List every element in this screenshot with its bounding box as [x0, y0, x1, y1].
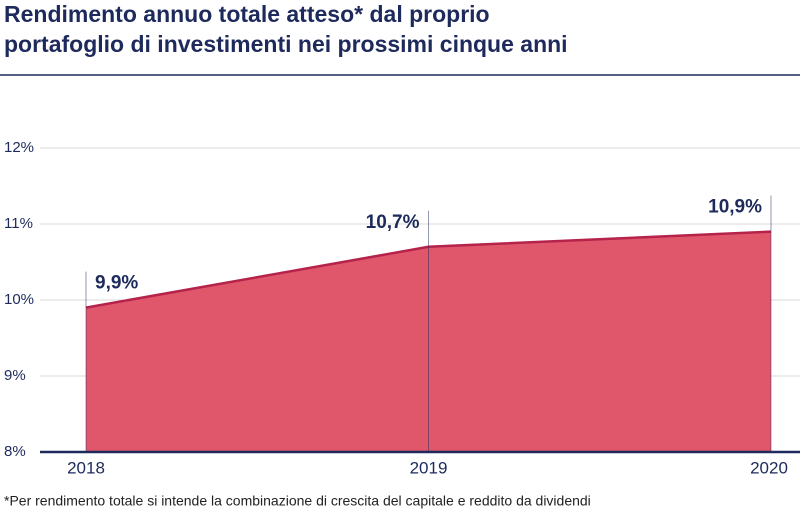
- value-label: 10,7%: [366, 212, 420, 233]
- y-tick-label: 8%: [4, 443, 26, 460]
- x-tick-label: 2019: [410, 458, 448, 477]
- y-tick-label: 11%: [4, 215, 33, 232]
- chart-title: portafoglio di investimenti nei prossimi…: [4, 31, 568, 57]
- x-tick-label: 2020: [750, 458, 788, 477]
- chart-title: Rendimento annuo totale atteso* dal prop…: [4, 1, 490, 27]
- value-label: 10,9%: [708, 197, 762, 218]
- value-label: 9,9%: [95, 273, 138, 294]
- y-tick-label: 10%: [4, 291, 34, 308]
- x-tick-label: 2018: [67, 458, 105, 477]
- footnote: *Per rendimento totale si intende la com…: [4, 493, 591, 509]
- y-tick-label: 9%: [4, 367, 26, 384]
- y-tick-label: 12%: [4, 139, 34, 156]
